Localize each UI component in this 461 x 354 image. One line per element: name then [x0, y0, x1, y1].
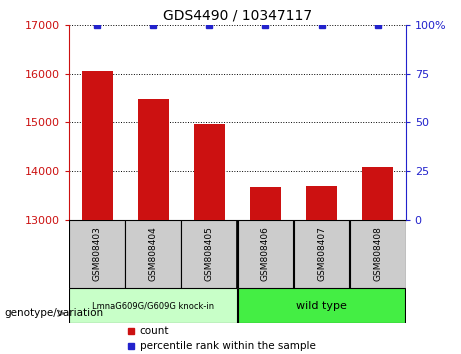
Bar: [125, 220, 181, 288]
Bar: [350, 220, 406, 288]
Text: GSM808406: GSM808406: [261, 227, 270, 281]
Bar: [69, 288, 237, 323]
Text: genotype/variation: genotype/variation: [5, 308, 104, 318]
Bar: [138, 99, 169, 220]
Bar: [294, 220, 349, 288]
Bar: [362, 167, 393, 220]
Text: GSM808407: GSM808407: [317, 227, 326, 281]
Text: percentile rank within the sample: percentile rank within the sample: [140, 341, 316, 350]
Text: GSM808408: GSM808408: [373, 227, 382, 281]
Title: GDS4490 / 10347117: GDS4490 / 10347117: [163, 8, 312, 22]
Bar: [250, 187, 281, 220]
Bar: [237, 288, 405, 323]
Bar: [237, 220, 293, 288]
Bar: [306, 185, 337, 220]
Bar: [194, 124, 225, 220]
Text: count: count: [140, 326, 169, 336]
Text: GSM808405: GSM808405: [205, 227, 214, 281]
Bar: [69, 220, 125, 288]
Text: wild type: wild type: [296, 301, 347, 310]
Bar: [82, 71, 112, 220]
Bar: [182, 220, 237, 288]
Text: GSM808404: GSM808404: [149, 227, 158, 281]
Text: LmnaG609G/G609G knock-in: LmnaG609G/G609G knock-in: [92, 301, 214, 310]
Text: GSM808403: GSM808403: [93, 227, 102, 281]
